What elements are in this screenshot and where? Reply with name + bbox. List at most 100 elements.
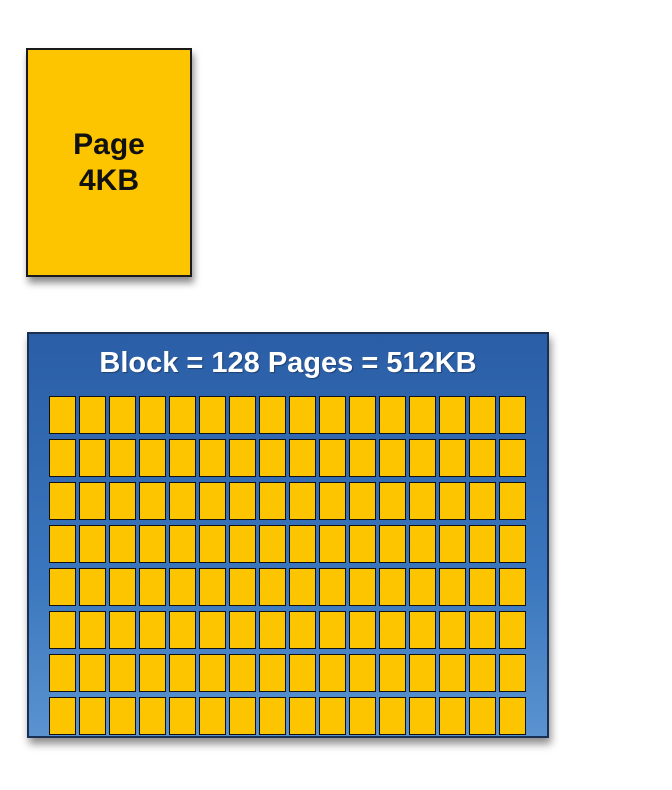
block-page-cell: [319, 654, 346, 692]
block-page-cell: [469, 439, 496, 477]
block-page-cell: [199, 654, 226, 692]
block-box: Block = 128 Pages = 512KB: [27, 332, 549, 738]
block-page-cell: [349, 396, 376, 434]
block-page-cell: [349, 568, 376, 606]
block-page-cell: [49, 482, 76, 520]
block-page-cell: [499, 396, 526, 434]
block-page-grid: [49, 396, 526, 735]
block-page-cell: [319, 482, 346, 520]
block-page-cell: [109, 611, 136, 649]
block-page-cell: [289, 568, 316, 606]
block-page-cell: [499, 654, 526, 692]
block-page-cell: [379, 568, 406, 606]
block-page-cell: [289, 611, 316, 649]
block-page-cell: [139, 396, 166, 434]
block-page-cell: [439, 654, 466, 692]
block-page-cell: [379, 439, 406, 477]
block-page-cell: [439, 611, 466, 649]
block-page-cell: [499, 525, 526, 563]
block-page-cell: [289, 439, 316, 477]
block-page-cell: [259, 396, 286, 434]
block-page-cell: [349, 697, 376, 735]
block-page-cell: [139, 654, 166, 692]
page-size-label: 4KB: [78, 163, 139, 197]
block-page-cell: [379, 482, 406, 520]
single-page-box: Page 4KB: [26, 48, 192, 277]
block-page-cell: [199, 482, 226, 520]
block-page-cell: [259, 654, 286, 692]
block-page-cell: [439, 697, 466, 735]
block-page-cell: [139, 568, 166, 606]
block-page-cell: [409, 568, 436, 606]
block-page-cell: [439, 568, 466, 606]
block-page-cell: [79, 482, 106, 520]
block-page-cell: [139, 525, 166, 563]
block-page-cell: [259, 439, 286, 477]
block-page-cell: [319, 525, 346, 563]
block-page-cell: [139, 439, 166, 477]
block-page-cell: [199, 396, 226, 434]
block-page-cell: [109, 568, 136, 606]
block-page-cell: [259, 482, 286, 520]
block-page-cell: [79, 439, 106, 477]
block-page-cell: [319, 439, 346, 477]
block-page-cell: [499, 568, 526, 606]
block-page-cell: [259, 697, 286, 735]
block-page-cell: [499, 697, 526, 735]
block-page-cell: [379, 654, 406, 692]
block-page-cell: [229, 654, 256, 692]
block-page-cell: [409, 611, 436, 649]
block-page-cell: [289, 396, 316, 434]
block-page-cell: [169, 654, 196, 692]
block-page-cell: [109, 482, 136, 520]
block-page-cell: [379, 525, 406, 563]
block-page-cell: [169, 568, 196, 606]
block-page-cell: [199, 611, 226, 649]
block-page-cell: [49, 568, 76, 606]
block-page-cell: [49, 525, 76, 563]
block-page-cell: [169, 482, 196, 520]
block-page-cell: [109, 654, 136, 692]
block-page-cell: [439, 439, 466, 477]
block-page-cell: [79, 525, 106, 563]
block-page-cell: [319, 697, 346, 735]
block-page-cell: [439, 482, 466, 520]
block-page-cell: [469, 396, 496, 434]
page-label: Page: [73, 127, 145, 161]
block-page-cell: [49, 654, 76, 692]
block-page-cell: [199, 568, 226, 606]
block-page-cell: [469, 697, 496, 735]
block-page-cell: [499, 482, 526, 520]
block-page-cell: [409, 525, 436, 563]
block-page-cell: [199, 697, 226, 735]
block-page-cell: [379, 611, 406, 649]
block-page-cell: [349, 482, 376, 520]
block-page-cell: [169, 396, 196, 434]
block-page-cell: [409, 396, 436, 434]
block-page-cell: [409, 654, 436, 692]
block-page-cell: [169, 439, 196, 477]
block-page-cell: [289, 525, 316, 563]
block-page-cell: [439, 396, 466, 434]
block-page-cell: [79, 611, 106, 649]
block-page-cell: [49, 697, 76, 735]
block-page-cell: [229, 482, 256, 520]
block-page-cell: [229, 396, 256, 434]
block-page-cell: [439, 525, 466, 563]
block-page-cell: [469, 654, 496, 692]
block-page-cell: [259, 568, 286, 606]
block-page-cell: [349, 439, 376, 477]
block-page-cell: [469, 482, 496, 520]
block-page-cell: [229, 568, 256, 606]
block-page-cell: [49, 396, 76, 434]
block-page-cell: [319, 611, 346, 649]
block-page-cell: [169, 611, 196, 649]
block-page-cell: [409, 697, 436, 735]
block-page-cell: [289, 654, 316, 692]
block-page-cell: [49, 611, 76, 649]
block-page-cell: [349, 654, 376, 692]
block-page-cell: [499, 611, 526, 649]
block-page-cell: [499, 439, 526, 477]
block-page-cell: [109, 697, 136, 735]
